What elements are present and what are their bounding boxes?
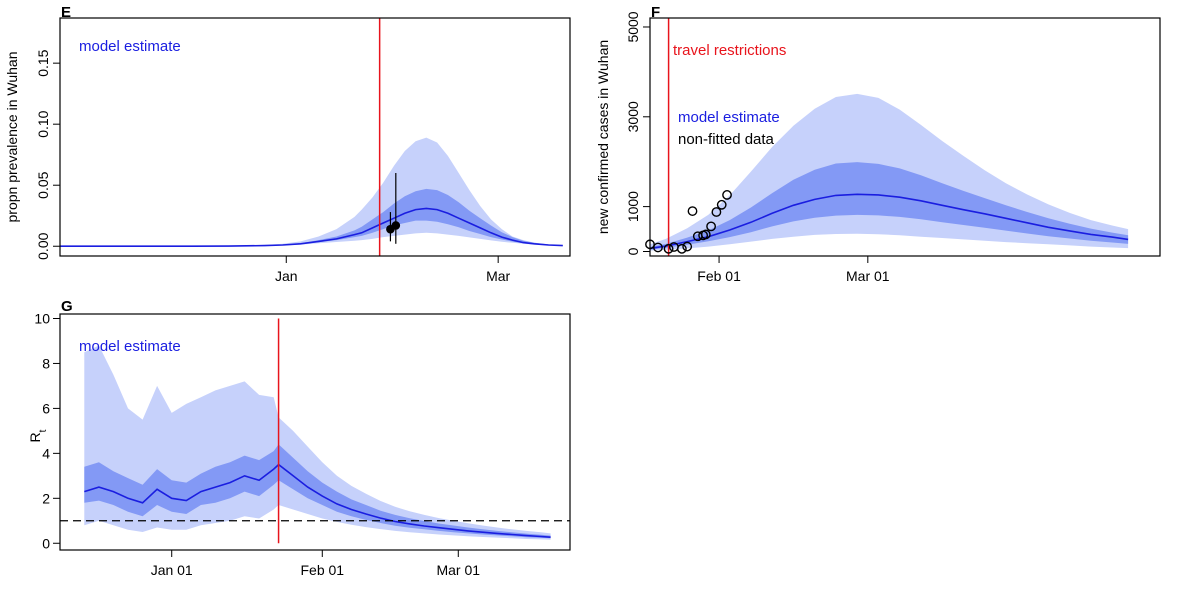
panel-e-median-line (60, 207, 563, 247)
panel-f-ylabel: new confirmed cases in Wuhan (595, 40, 611, 234)
panel-g-ytick-label-1: 2 (42, 490, 50, 506)
panel-g-ytick-label-4: 8 (42, 355, 50, 371)
panel-e-ytick-label-2: 0.10 (35, 110, 51, 137)
panel-g-xtick-label-0: Jan 01 (151, 562, 193, 578)
panel-f-ytick-label-3: 5000 (625, 11, 641, 42)
panel-g-ylabel-sub: t (38, 429, 49, 432)
panel-g-band-95 (84, 345, 551, 540)
panel-g-legend-model: model estimate (79, 338, 181, 355)
panel-f-bands (650, 93, 1129, 251)
panel-letter-g: G (61, 298, 73, 315)
panel-f-ytick-label-1: 1000 (625, 191, 641, 222)
panel-g-xtick-label-2: Mar 01 (436, 562, 480, 578)
panel-e-ytick-label-3: 0.15 (35, 49, 51, 76)
panel-f-data-point-6 (687, 206, 698, 216)
panel-g-median-line (84, 463, 551, 538)
panel-f-legend-model: model estimate (678, 109, 780, 126)
panel-letter-f: F (651, 4, 660, 21)
panel-f-data-point-5 (682, 241, 693, 252)
panel-f-xtick-label-1: Mar 01 (846, 268, 890, 284)
panel-e-legend-model: model estimate (79, 38, 181, 55)
panel-f-frame (649, 17, 1161, 257)
panel-e-bands (60, 137, 563, 247)
panel-f-data-point-10 (706, 221, 716, 232)
panel-f-legend-nonfitted: non-fitted data (678, 131, 775, 148)
panel-f-axes: Feb 01 Mar 01 0 1000 3000 5000 (625, 11, 890, 284)
panel-g-frame (59, 313, 571, 551)
panel-f-data-point-2 (663, 243, 674, 254)
panel-f-legend-travel: travel restrictions (673, 42, 786, 59)
panel-f-median-line (649, 193, 1129, 250)
panel-e-frame (59, 17, 571, 257)
panel-g-axes: Jan 01 Feb 01 Mar 01 0 2 4 6 8 10 (34, 310, 480, 578)
panel-e-ytick-label-0: 0.00 (35, 232, 51, 259)
panel-e-marks (60, 18, 563, 256)
panel-e-observed-point-1 (391, 221, 401, 230)
panel-f-data-point-12 (716, 199, 727, 210)
panel-g: G Jan 01 Feb 01 Mar 01 0 2 4 6 8 10 model estima… (27, 298, 571, 578)
panel-e-ylabel: propn prevalence in Wuhan (4, 52, 20, 223)
panel-e-xtick-label-1: Mar (486, 268, 510, 284)
panel-f-data-point-9 (700, 229, 711, 240)
panel-f-xtick-label-0: Feb 01 (697, 268, 741, 284)
panel-g-xtick-label-1: Feb 01 (300, 562, 344, 578)
panel-f: F Feb 01 Mar 01 0 1000 3000 5000 travel restr… (595, 4, 1161, 284)
panel-g-ytick-label-5: 10 (34, 310, 50, 326)
panel-g-ytick-label-2: 4 (42, 445, 50, 461)
panel-letter-e: E (61, 4, 71, 21)
panel-f-band-50 (650, 162, 1129, 250)
panel-g-ytick-label-0: 0 (42, 535, 50, 551)
panel-f-data-point-1 (653, 242, 663, 253)
panel-g-bands (84, 345, 551, 540)
panel-g-band-50 (84, 444, 551, 539)
panel-e-ytick-label-1: 0.05 (35, 171, 51, 198)
panel-f-data-point-13 (722, 190, 732, 200)
panel-g-ylabel: Rt (27, 429, 49, 442)
panel-e-axes: Jan Mar 0.00 0.05 0.10 0.15 (35, 49, 511, 284)
panel-f-ytick-label-0: 0 (625, 247, 641, 255)
panel-e-band-50 (60, 188, 563, 247)
panel-f-data-point-11 (711, 207, 722, 217)
panel-f-ytick-label-2: 3000 (625, 101, 641, 132)
panel-f-marks (645, 18, 1129, 256)
panel-g-marks (60, 318, 570, 544)
panel-g-ytick-label-3: 6 (42, 400, 50, 416)
panel-e-xtick-label-0: Jan (275, 268, 298, 284)
panel-f-data-point-4 (676, 243, 687, 254)
panel-g-ylabel-main: R (27, 432, 43, 442)
